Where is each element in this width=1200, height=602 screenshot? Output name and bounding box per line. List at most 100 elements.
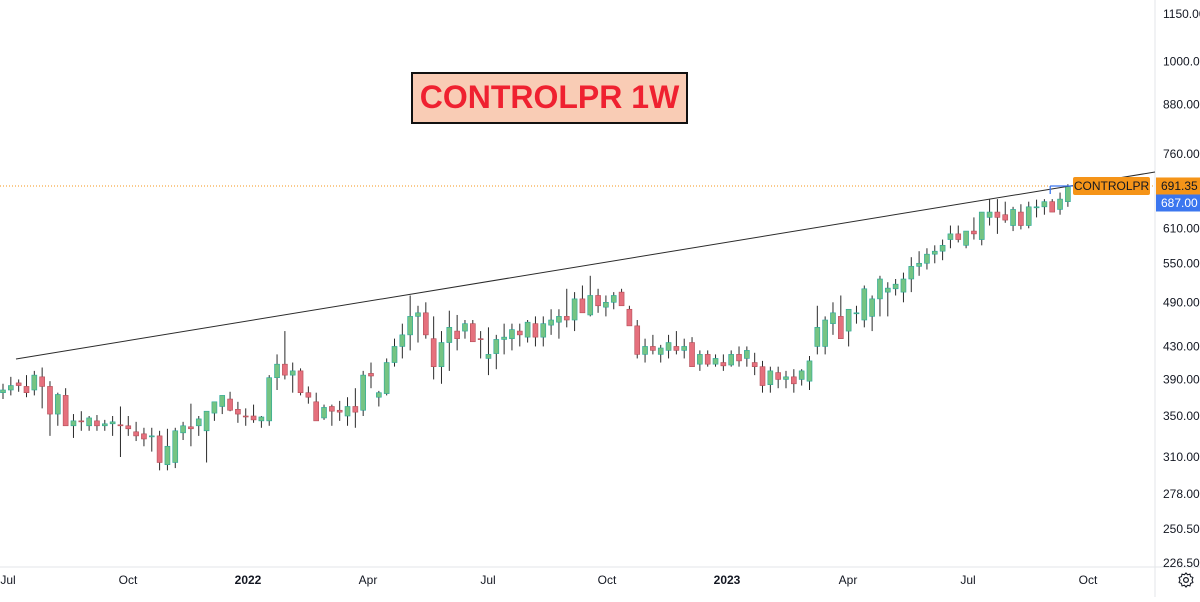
- trendline[interactable]: [15, 171, 1156, 360]
- candle-body: [415, 312, 421, 317]
- candle-body: [830, 312, 836, 324]
- candle: [603, 295, 609, 317]
- candle-body: [493, 339, 500, 354]
- candle: [838, 295, 844, 339]
- candle: [931, 245, 938, 264]
- candle: [618, 288, 625, 307]
- price-tick-label: 1150.00: [1163, 7, 1200, 21]
- alert-price-value: 687.00: [1161, 196, 1198, 210]
- candle: [156, 430, 163, 471]
- time-tick-label: 2023: [714, 573, 741, 587]
- candle: [587, 275, 594, 317]
- candle: [712, 354, 719, 367]
- candle-body: [1057, 198, 1063, 210]
- candle: [172, 427, 179, 469]
- candle-body: [947, 233, 954, 240]
- candle-body: [141, 433, 147, 440]
- candle: [329, 404, 335, 426]
- candle-body: [297, 370, 304, 393]
- candle: [1041, 199, 1048, 215]
- price-tick-label: 226.50: [1163, 556, 1200, 570]
- candle-body: [759, 366, 766, 386]
- candle-body: [133, 431, 139, 437]
- candle: [509, 323, 515, 351]
- candle: [767, 366, 774, 393]
- title-box-background: [411, 72, 688, 124]
- candle: [563, 288, 570, 328]
- candle-body: [31, 374, 38, 391]
- candle: [556, 309, 562, 339]
- candle-body: [861, 288, 868, 321]
- candle-body: [751, 362, 758, 367]
- candle-body: [712, 358, 719, 365]
- candle: [994, 199, 1001, 234]
- candle-body: [579, 298, 586, 314]
- candle-body: [673, 346, 680, 351]
- candle: [477, 331, 484, 359]
- candle: [861, 285, 868, 328]
- candle-body: [266, 377, 273, 422]
- candle-body: [86, 417, 92, 427]
- candle-body: [689, 342, 695, 367]
- candle: [8, 376, 14, 396]
- last-price-value: 691.35: [1161, 179, 1198, 193]
- candle: [1025, 201, 1032, 229]
- candle-body: [634, 325, 641, 355]
- candle: [665, 334, 672, 359]
- candle: [516, 323, 523, 347]
- candle: [454, 314, 460, 351]
- candle-body: [955, 233, 962, 240]
- candle-body: [211, 401, 218, 414]
- candle: [86, 415, 92, 431]
- candle: [148, 427, 155, 452]
- candle-body: [704, 354, 711, 365]
- symbol-marker[interactable]: CONTROLPR: [1073, 176, 1150, 195]
- candle: [626, 305, 633, 327]
- candle: [94, 415, 100, 431]
- candle-body: [603, 302, 609, 308]
- time-axis[interactable]: Jul Oct 2022 Apr Jul Oct 2023 Apr Jul Oct: [0, 573, 1098, 587]
- candle-body: [446, 327, 453, 343]
- candle-body: [587, 295, 594, 316]
- chart-settings-button[interactable]: [1174, 568, 1198, 592]
- candle-body: [15, 382, 22, 386]
- candle-body: [1025, 206, 1032, 226]
- candle-body: [681, 346, 688, 351]
- candle-body: [117, 424, 124, 427]
- price-axis[interactable]: 1150.00 1000.00 880.00 760.00 610.00 550.00 49…: [1163, 7, 1200, 570]
- candle-body: [1010, 209, 1016, 226]
- candle: [282, 331, 288, 380]
- candle-body: [156, 435, 163, 463]
- price-tick-label: 350.00: [1163, 409, 1200, 423]
- candle-body: [767, 370, 774, 385]
- candle-body: [55, 394, 61, 415]
- candle: [877, 275, 883, 317]
- time-tick-label: Apr: [359, 573, 378, 587]
- time-tick-label: Oct: [598, 573, 617, 587]
- alert-line-drawing[interactable]: [1049, 185, 1073, 194]
- candle-body: [540, 323, 547, 338]
- candle-body: [172, 430, 179, 463]
- candle: [884, 282, 891, 317]
- candle: [415, 305, 421, 343]
- candle: [203, 410, 210, 463]
- candle: [814, 305, 821, 355]
- candle: [0, 383, 6, 400]
- candle: [352, 388, 359, 428]
- candle-body: [336, 409, 343, 413]
- time-tick-label: Oct: [119, 573, 138, 587]
- candle: [963, 230, 969, 249]
- candle: [791, 369, 797, 393]
- candle-body: [423, 312, 429, 336]
- candle: [391, 338, 398, 367]
- candle-body: [399, 334, 406, 347]
- candle-body: [469, 323, 476, 343]
- price-tick-label: 880.00: [1163, 97, 1200, 111]
- candle: [532, 316, 539, 347]
- candle: [462, 319, 468, 339]
- candle: [469, 319, 476, 343]
- candle: [219, 395, 226, 415]
- candle-body: [391, 346, 398, 363]
